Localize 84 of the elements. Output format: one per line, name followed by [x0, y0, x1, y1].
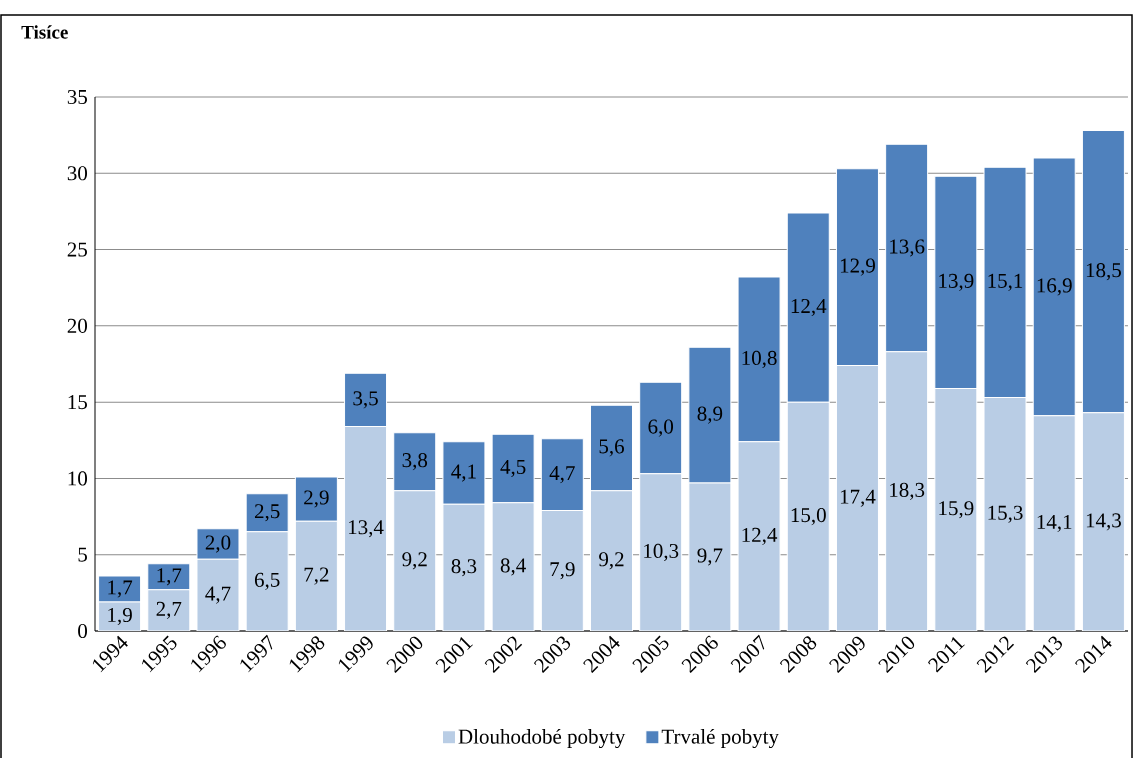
y-tick-label: 35	[67, 89, 87, 105]
data-label: 18,3	[890, 482, 925, 500]
bar	[934, 387, 978, 631]
y-tick-label: 5	[78, 547, 87, 562]
bar	[245, 493, 289, 533]
data-label: 18,5	[1086, 263, 1121, 281]
bar	[540, 438, 584, 511]
data-label: 6,5	[254, 572, 280, 590]
data-label: 2,7	[156, 601, 182, 619]
data-label: 4,1	[451, 464, 476, 482]
bar	[147, 563, 191, 591]
data-label: 1,7	[157, 568, 182, 586]
data-label: 1,9	[108, 607, 132, 626]
bar	[737, 441, 781, 631]
y-tick-label: 30	[67, 166, 88, 181]
data-label: 8,4	[500, 558, 526, 576]
bar	[393, 432, 437, 492]
data-label: 2,5	[254, 504, 280, 522]
bar	[294, 476, 338, 522]
y-tick-label: 0	[78, 623, 88, 639]
bar	[442, 503, 486, 631]
bar	[590, 490, 633, 631]
bar	[1032, 415, 1076, 631]
y-tick-label: 15	[68, 395, 87, 410]
bar	[639, 473, 683, 631]
data-label: 12,4	[791, 298, 827, 317]
bar	[639, 381, 683, 475]
data-label: 9,7	[697, 548, 723, 566]
data-label: 16,9	[1037, 278, 1072, 296]
data-label: 3,8	[402, 453, 428, 471]
data-label: 13,4	[349, 520, 384, 538]
data-label: 1,7	[108, 580, 133, 598]
data-label: 13,9	[939, 273, 974, 291]
bar	[196, 558, 240, 631]
bar	[147, 589, 191, 631]
bar	[344, 372, 388, 428]
bar	[786, 401, 830, 631]
data-label: 4,5	[500, 459, 526, 478]
data-label: 12,4	[742, 527, 778, 545]
data-label: 15,0	[791, 507, 826, 526]
data-label: 9,2	[402, 552, 427, 570]
y-axis-title: Tisíce	[21, 25, 68, 39]
data-label: 15,3	[988, 505, 1023, 523]
bar	[344, 426, 388, 631]
data-label: 17,4	[840, 489, 876, 507]
data-label: 13,6	[890, 239, 925, 257]
bar	[590, 404, 633, 492]
legend-label: Dlouhodobé pobyty	[458, 728, 626, 749]
bar	[688, 482, 732, 631]
data-label: 6,0	[648, 419, 674, 437]
legend-label: Trvalé pobyty	[661, 728, 779, 749]
y-tick-label: 10	[68, 471, 88, 486]
bar	[835, 365, 879, 631]
data-label: 15,1	[988, 273, 1023, 291]
data-label: 10,8	[742, 350, 777, 369]
data-label: 5,6	[599, 439, 625, 457]
bar	[393, 490, 437, 631]
data-label: 7,9	[550, 562, 575, 580]
bar	[983, 397, 1027, 631]
bar	[245, 531, 289, 631]
data-label: 10,3	[644, 543, 679, 562]
data-label: 2,9	[304, 490, 329, 508]
bar	[196, 528, 240, 560]
data-label: 14,1	[1037, 514, 1072, 532]
data-label: 14,3	[1086, 513, 1121, 531]
bar	[294, 520, 338, 631]
data-label: 4,7	[205, 586, 231, 604]
bar	[1081, 412, 1125, 631]
bar	[442, 441, 486, 505]
data-label: 7,2	[304, 567, 329, 585]
bar	[491, 502, 535, 631]
bar	[491, 433, 535, 504]
data-label: 2,0	[205, 535, 231, 553]
data-label: 8,3	[451, 559, 477, 577]
data-label: 12,9	[840, 258, 875, 276]
bar	[885, 351, 929, 631]
bar	[540, 509, 584, 631]
y-tick-label: 20	[67, 318, 88, 333]
data-label: 15,9	[939, 501, 974, 519]
data-label: 8,9	[697, 406, 723, 424]
data-label: 3,5	[353, 391, 378, 409]
data-label: 4,7	[549, 466, 575, 484]
data-label: 9,2	[599, 552, 624, 570]
y-tick-label: 25	[67, 242, 87, 257]
